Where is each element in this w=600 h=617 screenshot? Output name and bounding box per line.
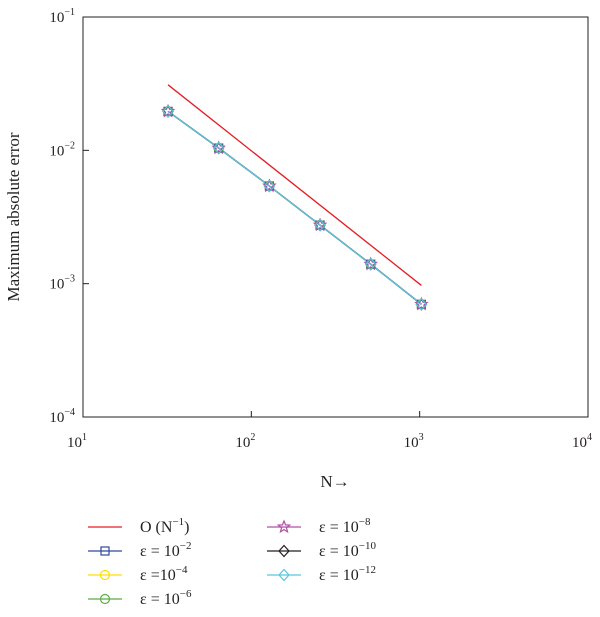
legend-label: ε = 10−2 xyxy=(140,540,191,560)
series-line xyxy=(167,110,422,305)
x-axis-label: N→ xyxy=(320,472,349,491)
x-tick-label: 103 xyxy=(404,432,424,451)
y-tick-label: 10−2 xyxy=(49,140,75,159)
x-tick-label: 102 xyxy=(235,432,255,451)
legend-label: ε = 10−6 xyxy=(140,588,192,608)
y-tick-label: 10−4 xyxy=(49,407,75,426)
data-point xyxy=(162,104,174,118)
data-point xyxy=(312,217,328,232)
series-line xyxy=(167,110,422,305)
data-point xyxy=(415,297,428,311)
data-point xyxy=(262,178,277,193)
data-point xyxy=(314,218,326,232)
y-axis: 10−4 10−3 10−2 10−1 xyxy=(49,7,89,426)
y-axis-label: Maximum absolute error xyxy=(4,132,23,301)
series-line xyxy=(167,110,422,305)
data-point xyxy=(414,296,429,311)
legend-marker xyxy=(99,593,111,605)
data-point xyxy=(212,141,225,155)
legend-label: ε = 10−8 xyxy=(319,516,371,536)
plot-frame xyxy=(82,16,589,418)
data-point xyxy=(364,257,377,271)
legend-marker xyxy=(278,544,290,558)
y-tick-label: 10−3 xyxy=(49,274,75,293)
y-tick-label: 10−1 xyxy=(49,7,75,26)
reference-line xyxy=(167,84,422,286)
legend-marker xyxy=(100,546,110,556)
legend-label: ε = 10−12 xyxy=(319,564,376,584)
series-line xyxy=(167,110,422,305)
x-tick-label: 101 xyxy=(67,432,87,451)
data-point xyxy=(160,103,176,118)
x-axis: 101 102 103 104 xyxy=(67,411,592,451)
series-line xyxy=(167,110,422,305)
legend-label: O (N−1) xyxy=(140,516,189,536)
data-point xyxy=(363,256,378,271)
data-point xyxy=(211,140,226,155)
legend-marker xyxy=(276,519,292,534)
legend-marker xyxy=(99,569,111,581)
legend-marker xyxy=(278,568,290,582)
legend: O (N−1) ε = 10−2 ε =10−4 ε = 10−6 ε = 10−8 ε … xyxy=(88,516,376,608)
data-point xyxy=(263,179,276,193)
legend-label: ε =10−4 xyxy=(140,564,188,584)
series-line xyxy=(167,110,422,305)
x-tick-label: 104 xyxy=(572,432,592,451)
legend-label: ε = 10−10 xyxy=(319,540,376,560)
plot-area xyxy=(160,84,429,311)
